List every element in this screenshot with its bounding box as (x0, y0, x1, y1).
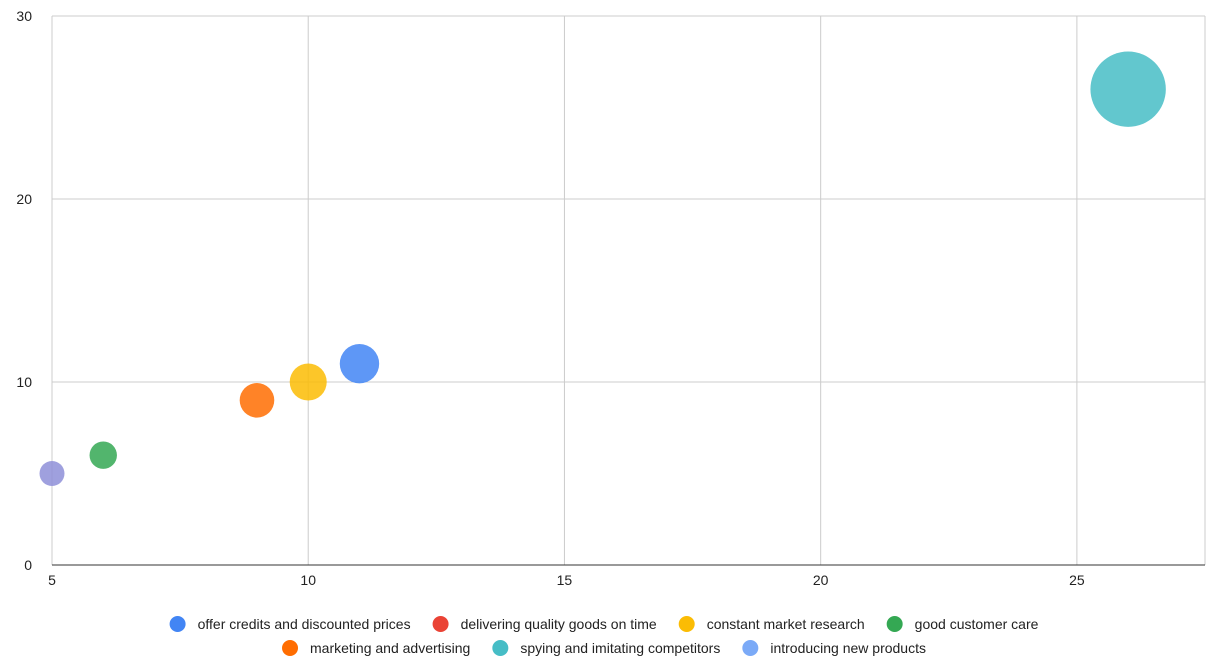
bubble-series-2 (289, 363, 327, 401)
y-tick-label: 20 (16, 191, 32, 207)
bubble-series-7 (39, 461, 65, 486)
legend-label-6: introducing new products (770, 640, 926, 656)
bubble-series-0 (339, 344, 380, 384)
legend-label-3: good customer care (915, 616, 1039, 632)
bubble-series-5 (1090, 51, 1166, 127)
y-tick-label: 30 (16, 8, 32, 24)
legend-label-0: offer credits and discounted prices (198, 616, 411, 632)
y-tick-label: 0 (24, 557, 32, 573)
legend-marker-1 (432, 616, 449, 632)
legend-label-2: constant market research (707, 616, 865, 632)
legend-label-5: spying and imitating competitors (520, 640, 720, 656)
y-tick-label: 10 (16, 374, 32, 390)
tick-labels: 0 10 20 30 5 10 15 20 25 (16, 8, 1084, 588)
legend-marker-0 (169, 616, 186, 632)
legend: offer credits and discounted prices deliv… (169, 616, 1039, 656)
x-tick-label: 20 (813, 572, 829, 588)
x-tick-label: 5 (48, 572, 56, 588)
legend-marker-3 (886, 616, 903, 632)
legend-marker-5 (492, 640, 509, 656)
grid (51, 15, 1206, 565)
x-tick-label: 10 (300, 572, 316, 588)
legend-marker-2 (678, 616, 695, 632)
x-tick-label: 15 (557, 572, 573, 588)
legend-marker-6 (742, 640, 759, 656)
bubble-series-4 (239, 383, 275, 418)
x-tick-label: 25 (1069, 572, 1085, 588)
legend-label-1: delivering quality goods on time (461, 616, 657, 632)
legend-label-4: marketing and advertising (310, 640, 470, 656)
bubbles (39, 51, 1166, 486)
legend-marker-4 (282, 640, 299, 656)
bubble-series-3 (89, 441, 117, 469)
